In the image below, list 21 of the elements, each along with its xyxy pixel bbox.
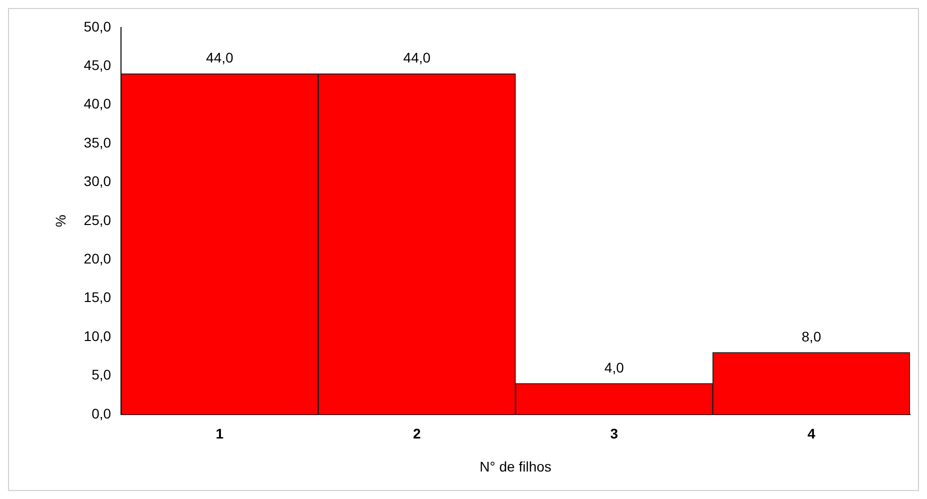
y-tick-label: 35,0 — [84, 134, 112, 150]
data-label: 8,0 — [802, 328, 822, 344]
y-tick-label: 20,0 — [84, 250, 112, 266]
y-tick-label: 5,0 — [92, 366, 112, 383]
y-tick-label: 10,0 — [84, 328, 112, 344]
y-tick-label: 0,0 — [92, 405, 112, 422]
x-tick-label: 1 — [216, 426, 224, 442]
x-tick-label: 3 — [610, 426, 618, 442]
x-tick-label: 2 — [413, 426, 422, 442]
y-tick-label: 25,0 — [84, 212, 112, 228]
x-tick-label: 4 — [807, 426, 816, 442]
y-axis-title: % — [52, 214, 68, 228]
data-label: 44,0 — [403, 50, 431, 66]
data-label: 44,0 — [206, 50, 234, 66]
x-axis-title: N° de filhos — [480, 458, 552, 474]
data-label: 4,0 — [604, 359, 624, 376]
y-tick-label: 30,0 — [84, 173, 112, 190]
y-tick-label: 15,0 — [84, 289, 112, 306]
y-tick-label: 40,0 — [84, 96, 112, 112]
y-tick-label: 45,0 — [84, 56, 112, 73]
y-tick-label: 50,0 — [84, 18, 112, 34]
